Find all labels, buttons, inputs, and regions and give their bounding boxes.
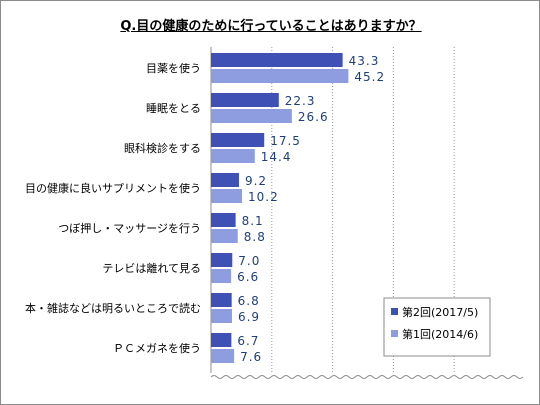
category-label: ＰＣメガネを使う (113, 342, 201, 355)
bar-series1 (211, 189, 243, 203)
bar-series1 (211, 349, 235, 363)
category-label: 本・雑誌などは明るいところで読む (25, 301, 201, 315)
bar-series2 (211, 333, 232, 347)
bar-series1 (211, 269, 232, 283)
data-label: 6.6 (237, 270, 259, 284)
category-label: 睡眠をとる (146, 102, 201, 115)
data-label: 6.8 (238, 294, 260, 308)
bar-series2 (211, 133, 265, 147)
legend-label: 第1回(2014/6) (402, 327, 478, 341)
data-label: 26.6 (298, 110, 329, 124)
bar-series1 (211, 229, 238, 243)
chart-title: Q.目の健康のために行っていることはありますか？ (120, 19, 422, 34)
bar-series2 (211, 93, 279, 107)
data-label: 7.0 (238, 254, 260, 268)
data-label: 7.6 (240, 350, 262, 364)
data-label: 6.7 (237, 334, 259, 348)
data-label: 10.2 (248, 190, 279, 204)
legend-box (383, 297, 491, 357)
category-label: テレビは離れて見る (102, 261, 201, 275)
data-label: 22.3 (285, 94, 316, 108)
data-label: 45.2 (354, 70, 385, 84)
data-label: 17.5 (270, 134, 301, 148)
legend-swatch (391, 330, 398, 337)
bar-series1 (211, 69, 349, 83)
category-label: 目の健康に良いサプリメントを使う (25, 181, 201, 195)
bar-series2 (211, 53, 343, 67)
category-label: 目薬を使う (146, 62, 201, 75)
category-label: 眼科検診をする (124, 141, 201, 155)
data-label: 8.1 (242, 214, 264, 228)
bar-series1 (211, 149, 255, 163)
legend-label: 第2回(2017/5) (402, 305, 478, 319)
bar-series2 (211, 213, 236, 227)
category-label: つぼ押し・マッサージを行う (58, 221, 201, 235)
bar-series1 (211, 109, 292, 123)
bar-series1 (211, 309, 232, 323)
data-label: 43.3 (349, 54, 380, 68)
bar-series2 (211, 173, 239, 187)
data-label: 14.4 (261, 150, 292, 164)
data-label: 6.9 (238, 310, 260, 324)
bar-series2 (211, 253, 233, 267)
data-label: 9.2 (245, 174, 267, 188)
axis-break-wave (210, 375, 524, 379)
legend-swatch (391, 308, 398, 315)
data-label: 8.8 (244, 230, 266, 244)
bar-series2 (211, 293, 232, 307)
